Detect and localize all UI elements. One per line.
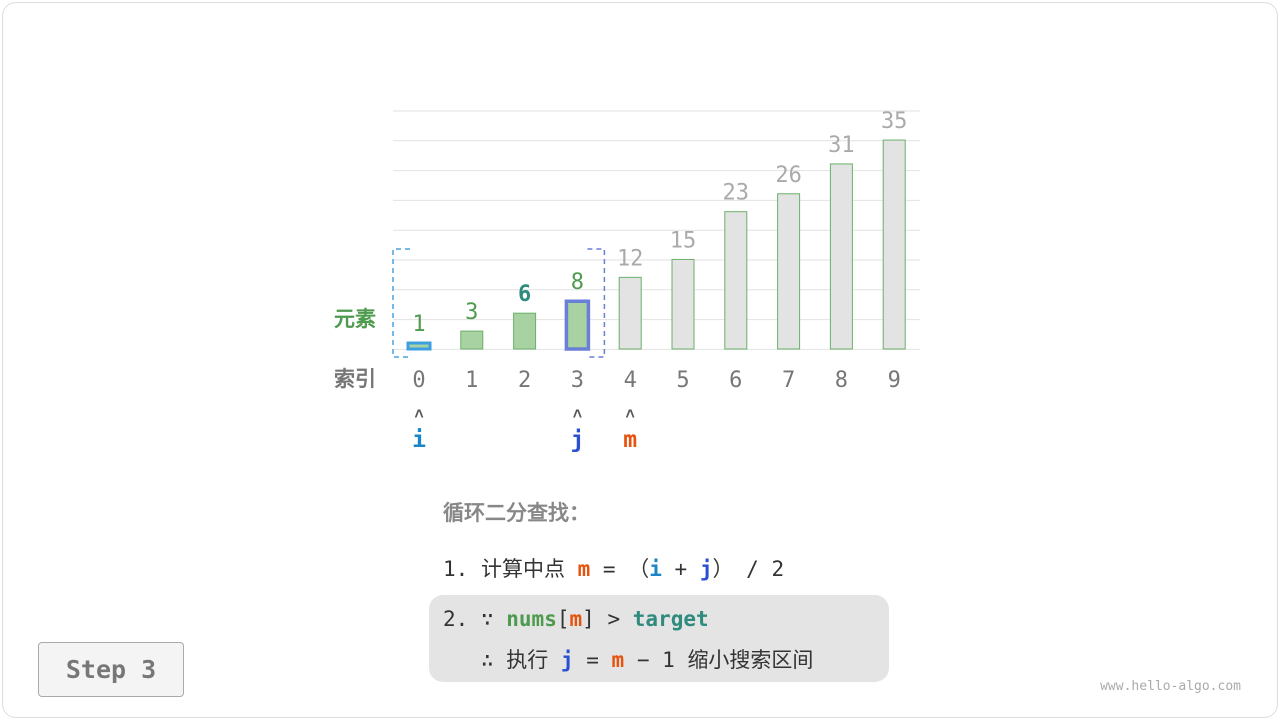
- narrow-text: 缩小搜索区间: [687, 648, 814, 672]
- bracket: [: [556, 607, 570, 631]
- step-2-conclusion: ∴ 执行 j = m − 1 缩小搜索区间: [443, 644, 814, 674]
- value-label: 8: [571, 270, 584, 295]
- bar: [513, 312, 537, 350]
- pointer-arrow-icon: ˄: [625, 404, 635, 423]
- target: target: [632, 607, 709, 631]
- index-label: 9: [888, 368, 901, 393]
- bar: [671, 258, 695, 350]
- minus-one: − 1: [636, 648, 675, 672]
- var-m: m: [611, 648, 625, 672]
- value-label: 1: [412, 312, 425, 337]
- step-button[interactable]: Step 3: [38, 642, 184, 697]
- divide: / 2: [746, 557, 785, 581]
- exec-text: 执行: [506, 648, 549, 672]
- therefore-symbol: ∴: [480, 648, 494, 672]
- step-2-line: 2. ∵ nums[m] > target: [443, 607, 709, 631]
- watermark: www.hello-algo.com: [1100, 679, 1241, 694]
- var-j: j: [560, 648, 574, 672]
- bar: [460, 330, 484, 350]
- index-label: 8: [835, 368, 848, 393]
- index-row-label: 索引: [334, 367, 376, 391]
- bracket: ]: [582, 607, 595, 631]
- bar: [618, 276, 642, 350]
- var-j: j: [699, 557, 713, 581]
- value-label: 12: [617, 246, 644, 271]
- pointer-j: j: [570, 427, 584, 453]
- paren: ）: [712, 557, 734, 581]
- equals: =: [586, 648, 599, 672]
- value-label: 3: [465, 300, 478, 325]
- step-number: 2.: [443, 607, 469, 631]
- bar: [564, 299, 591, 351]
- because-symbol: ∵: [480, 607, 494, 631]
- index-label: 6: [729, 368, 742, 393]
- pointer-m: m: [623, 427, 637, 453]
- nums: nums: [506, 607, 557, 631]
- pointer-arrow-icon: ˄: [573, 404, 583, 423]
- bar: [777, 193, 801, 350]
- highlight-box: [429, 595, 889, 682]
- step-text: 计算中点: [480, 557, 565, 581]
- index-label: 5: [676, 368, 689, 393]
- bar: [882, 139, 906, 350]
- value-label: 6: [518, 282, 531, 307]
- equals: =: [602, 557, 616, 581]
- paren: （: [628, 557, 650, 581]
- var-m: m: [577, 557, 591, 581]
- step-1-line: 1. 计算中点 m = （i + j） / 2: [443, 553, 784, 583]
- value-label: 31: [828, 133, 855, 158]
- value-label: 23: [723, 181, 750, 206]
- value-label: 35: [881, 109, 908, 134]
- bar: [829, 163, 853, 350]
- value-label: 15: [670, 228, 697, 253]
- var-m: m: [569, 607, 583, 631]
- pointer-i: i: [412, 427, 426, 453]
- index-label: 2: [518, 368, 531, 393]
- greater-than: >: [607, 607, 621, 631]
- range-bracket-left: [392, 248, 410, 358]
- section-title: 循环二分查找：: [443, 501, 590, 525]
- pointer-arrow-icon: ˄: [414, 404, 424, 423]
- index-label: 3: [571, 368, 584, 393]
- index-label: 4: [624, 368, 637, 393]
- var-i: i: [649, 557, 662, 581]
- bar: [724, 211, 748, 350]
- plus: +: [674, 557, 688, 581]
- index-label: 0: [412, 368, 425, 393]
- element-label: 元素: [334, 307, 376, 331]
- index-label: 1: [465, 368, 478, 393]
- bar: [406, 341, 432, 351]
- step-number: 1.: [443, 557, 469, 581]
- index-label: 7: [782, 368, 795, 393]
- value-label: 26: [775, 163, 802, 188]
